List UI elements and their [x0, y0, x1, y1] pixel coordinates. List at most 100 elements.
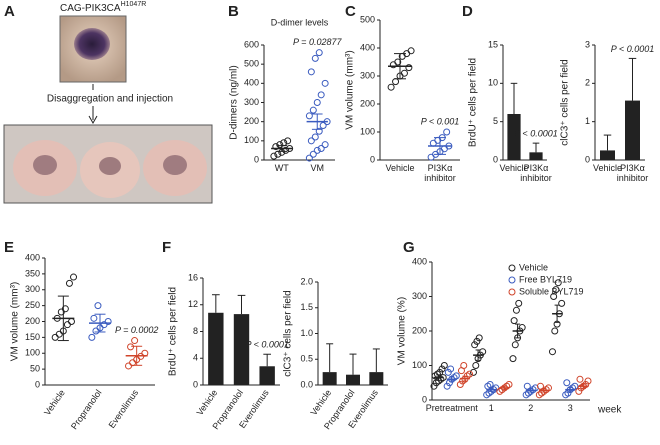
title-sup: H1047R	[121, 1, 147, 8]
x-tick-label: 2	[528, 403, 534, 413]
point	[512, 306, 520, 314]
arrow-head	[88, 115, 98, 125]
x-tick-label: WT	[274, 163, 289, 173]
point	[511, 341, 519, 349]
y-tick-label: 500	[244, 59, 259, 69]
x-tick-label-box: Pretreatment	[425, 403, 478, 413]
bar	[322, 372, 337, 385]
legend-marker	[508, 264, 516, 272]
point	[51, 333, 59, 341]
y-tick-label: 3	[585, 39, 590, 49]
x-tick-label: 1	[488, 403, 494, 413]
point	[88, 333, 96, 341]
y-tick-label: 0.0	[300, 379, 313, 389]
point	[311, 133, 319, 141]
y-tick-label: 100	[412, 360, 427, 370]
point	[55, 330, 63, 338]
point	[284, 137, 292, 145]
y-tick-label: 200	[244, 116, 259, 126]
annotation: P = 0.0002	[115, 325, 158, 335]
y-tick-label: 4	[193, 353, 198, 363]
y-tick-label: 0	[254, 154, 259, 164]
point	[94, 302, 102, 310]
y-tick-label: 10	[488, 78, 498, 88]
y-tick-label: 200	[360, 98, 375, 108]
title-text: CAG-PIK3CA	[60, 3, 121, 14]
x-tick-label-box: WT	[274, 163, 289, 173]
legend-marker	[508, 276, 516, 284]
legend-label: Soluble BYL719	[519, 286, 584, 296]
y-tick-label: 2	[585, 78, 590, 88]
panel-label: G	[403, 239, 415, 256]
x-tick-label: Vehicle	[42, 388, 67, 418]
point	[471, 341, 479, 349]
x-tick-label: 3	[567, 403, 573, 413]
point	[313, 146, 321, 154]
point	[460, 362, 468, 369]
point	[307, 68, 315, 76]
point	[515, 299, 523, 307]
y-tick-label: 0	[193, 379, 198, 389]
bar	[233, 314, 250, 385]
point	[315, 49, 323, 57]
x-tick-label-box: 1	[488, 403, 494, 413]
point	[70, 273, 78, 281]
y-tick-label: 500	[360, 14, 375, 24]
point	[558, 299, 566, 307]
y-tick-label: 150	[25, 332, 40, 342]
point	[466, 370, 474, 378]
point	[510, 317, 518, 325]
y-tick-label: 0	[35, 379, 40, 389]
point	[309, 150, 317, 158]
x-tick-label-box: PI3Kα inhibitor	[520, 163, 552, 183]
y-tick-label: 600	[244, 39, 259, 49]
point	[387, 83, 395, 91]
y-axis-label: BrdU⁺ cells per field	[168, 287, 179, 376]
point	[394, 58, 402, 66]
point	[270, 152, 278, 160]
point	[305, 112, 313, 120]
y-tick-label: 350	[25, 268, 40, 278]
point	[447, 365, 455, 373]
y-tick-label: 400	[244, 78, 259, 88]
point	[67, 318, 75, 325]
y-tick-label: 2.0	[300, 276, 313, 286]
x-tick-label: Vehicle	[499, 163, 529, 173]
x-tick-label-box: PI3Kα inhibitor	[424, 163, 456, 183]
x-tick-label: Vehicle	[308, 388, 333, 418]
photo-title: CAG-PIK3CAH1047R	[60, 1, 146, 14]
point	[456, 380, 464, 388]
panel-label: A	[4, 3, 15, 20]
y-tick-label: 300	[412, 291, 427, 301]
annotation: P < 0.0001	[245, 340, 288, 350]
point	[65, 279, 73, 287]
point	[548, 348, 556, 356]
bar	[208, 312, 224, 385]
bar	[346, 374, 360, 385]
chart-title: D-dimer levels	[271, 17, 329, 27]
y-tick-label: 5	[493, 116, 498, 126]
panel-label: E	[4, 239, 14, 256]
x-tick-label: PI3Kα inhibitor	[424, 163, 456, 183]
annotation: P < 0.001	[421, 116, 459, 126]
point	[438, 365, 446, 373]
x-tick-label-box: VM	[311, 163, 325, 173]
point	[309, 106, 317, 114]
x-tick-label-box: PI3Kα inhibitor	[617, 163, 649, 183]
point	[131, 337, 139, 345]
x-tick-label: Pretreatment	[425, 403, 478, 413]
point	[430, 382, 438, 390]
y-tick-label: 15	[488, 39, 498, 49]
point	[472, 362, 480, 369]
lesion	[163, 155, 187, 175]
point	[563, 379, 571, 387]
point	[509, 355, 517, 363]
panel-label: F	[162, 239, 171, 256]
y-tick-label: 0	[585, 154, 590, 164]
bar	[625, 100, 640, 160]
x-tick-label: Propranolol	[69, 388, 104, 431]
point	[90, 314, 98, 322]
point	[407, 47, 415, 55]
point	[313, 99, 321, 106]
point	[125, 362, 133, 370]
